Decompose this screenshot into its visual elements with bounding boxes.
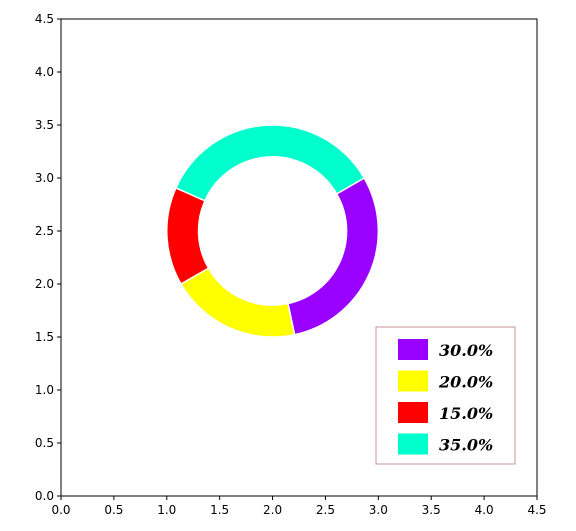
legend-swatch-4 — [398, 433, 428, 455]
axes-frame — [60, 18, 538, 497]
y-tick-label: 2.5 — [35, 224, 54, 238]
plot-area — [166, 124, 380, 338]
y-tick-label: 3.5 — [35, 118, 54, 132]
legend: 30.0% 20.0% 15.0% 35.0% — [375, 326, 516, 465]
y-tick-label: 4.0 — [35, 65, 54, 79]
x-tick-label: 1.5 — [210, 503, 229, 517]
donut-slice-3 — [166, 186, 210, 286]
donut-slice-2 — [179, 267, 296, 338]
x-tick-label: 2.0 — [263, 503, 282, 517]
y-tick-label: 3.0 — [35, 171, 54, 185]
legend-swatch-3 — [398, 402, 428, 423]
y-tick-label: 2.0 — [35, 277, 54, 291]
x-tick-label: 0.0 — [51, 503, 70, 517]
donut-slice-1 — [287, 176, 380, 336]
legend-label-4: 35.0% — [439, 436, 493, 455]
axes: 0.0 0.5 1.0 1.5 2.0 2.5 3.0 3.5 4.0 4.5 0.0 0.5 1.0 1… — [35, 12, 547, 517]
legend-label-3: 15.0% — [439, 404, 493, 423]
legend-swatch-2 — [398, 370, 428, 392]
x-tick-label: 4.5 — [527, 503, 546, 517]
y-tick-label: 0.0 — [35, 489, 54, 503]
y-tick-label: 0.5 — [35, 436, 54, 450]
y-tick-label: 1.0 — [35, 383, 54, 397]
x-tick-label: 3.0 — [369, 503, 388, 517]
x-tick-label: 2.5 — [316, 503, 335, 517]
legend-label-2: 20.0% — [438, 373, 493, 392]
x-tick-label: 4.0 — [475, 503, 494, 517]
legend-swatch-1 — [398, 339, 428, 360]
x-tick-label: 1.0 — [157, 503, 176, 517]
x-tick-label: 0.5 — [104, 503, 123, 517]
y-tick-label: 1.5 — [35, 330, 54, 344]
donut-slice-4 — [174, 124, 366, 202]
y-tick-label: 4.5 — [35, 12, 54, 26]
x-tick-label: 3.5 — [422, 503, 441, 517]
legend-label-1: 30.0% — [439, 341, 493, 360]
